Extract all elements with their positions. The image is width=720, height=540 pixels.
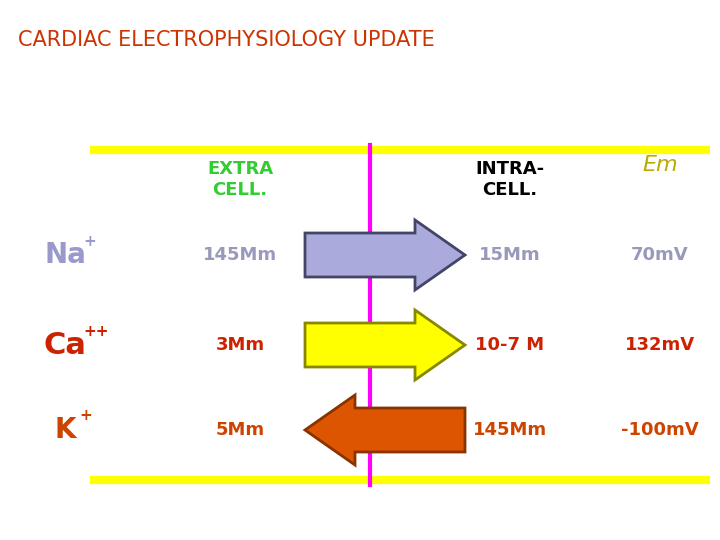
Text: ++: ++ bbox=[83, 323, 109, 339]
Polygon shape bbox=[305, 310, 465, 380]
Text: -100mV: -100mV bbox=[621, 421, 699, 439]
Text: 5Mm: 5Mm bbox=[215, 421, 264, 439]
Text: 145Mm: 145Mm bbox=[203, 246, 277, 264]
Text: 15Mm: 15Mm bbox=[480, 246, 541, 264]
Text: Na: Na bbox=[44, 241, 86, 269]
Text: 70mV: 70mV bbox=[631, 246, 689, 264]
Text: K: K bbox=[54, 416, 76, 444]
Text: 132mV: 132mV bbox=[625, 336, 695, 354]
Text: CARDIAC ELECTROPHYSIOLOGY UPDATE: CARDIAC ELECTROPHYSIOLOGY UPDATE bbox=[18, 30, 435, 50]
Text: INTRA-
CELL.: INTRA- CELL. bbox=[475, 160, 544, 199]
Polygon shape bbox=[305, 395, 465, 465]
Text: 10-7 M: 10-7 M bbox=[475, 336, 544, 354]
Text: 145Mm: 145Mm bbox=[473, 421, 547, 439]
Text: Ca: Ca bbox=[44, 330, 86, 360]
Text: EXTRA
CELL.: EXTRA CELL. bbox=[207, 160, 273, 199]
Text: +: + bbox=[79, 408, 91, 423]
Polygon shape bbox=[305, 220, 465, 290]
Text: Em: Em bbox=[642, 155, 678, 175]
Text: +: + bbox=[83, 233, 96, 248]
Text: 3Mm: 3Mm bbox=[215, 336, 264, 354]
